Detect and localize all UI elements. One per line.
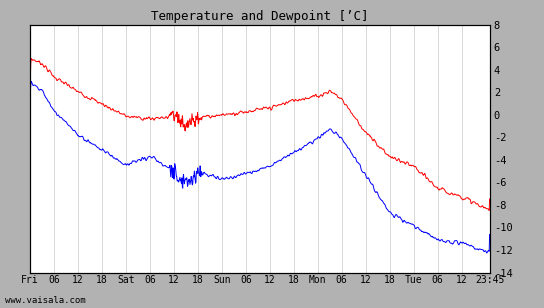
Text: www.vaisala.com: www.vaisala.com [5,296,86,305]
Title: Temperature and Dewpoint [’C]: Temperature and Dewpoint [’C] [151,10,368,23]
